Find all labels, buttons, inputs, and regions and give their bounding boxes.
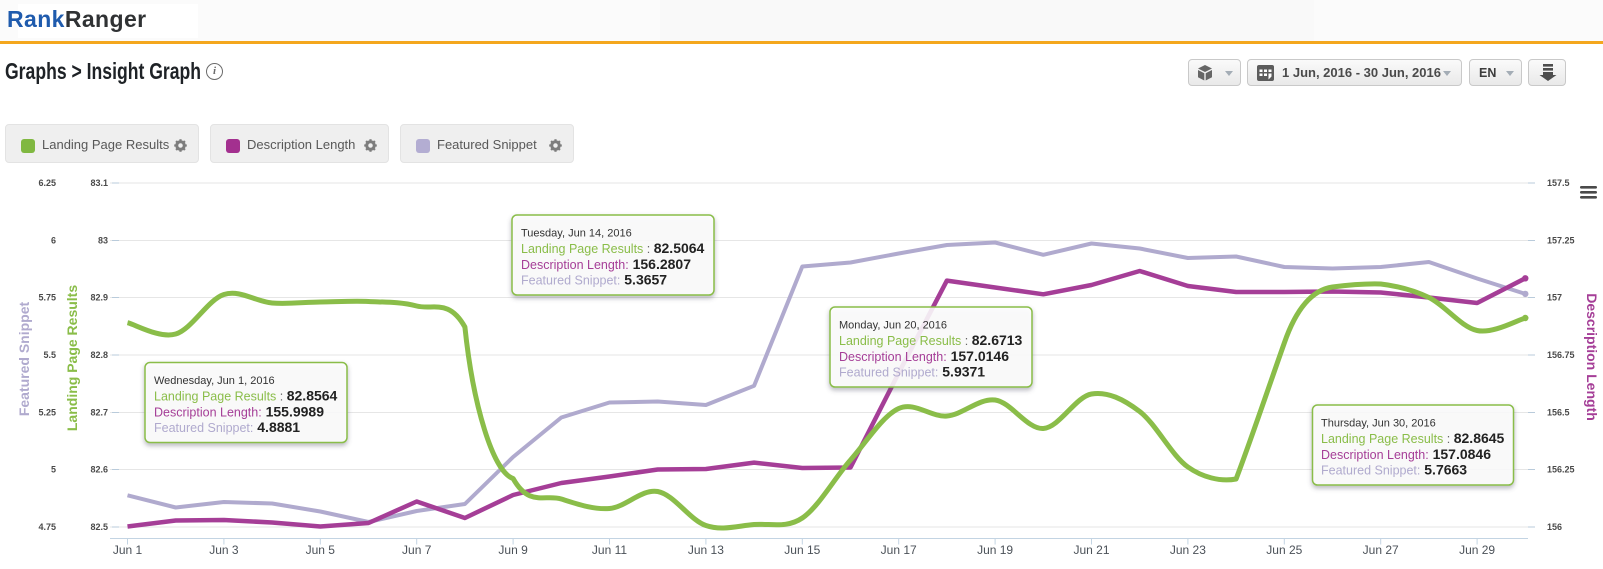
svg-text:Description Length: 157.0146: Description Length: 157.0146 (839, 348, 1009, 364)
svg-text:82.9: 82.9 (90, 293, 108, 303)
svg-text:Tuesday, Jun 14, 2016: Tuesday, Jun 14, 2016 (521, 228, 632, 240)
svg-text:Jun 27: Jun 27 (1363, 543, 1399, 557)
svg-text:5: 5 (51, 465, 56, 475)
svg-text:Jun 25: Jun 25 (1266, 543, 1302, 557)
svg-text:82.5: 82.5 (90, 522, 108, 532)
svg-text:5.25: 5.25 (38, 408, 56, 418)
svg-text:Description Length: 155.9989: Description Length: 155.9989 (154, 404, 324, 420)
svg-text:Featured Snippet: Featured Snippet (16, 301, 32, 416)
svg-text:Description Length: 156.2807: Description Length: 156.2807 (521, 256, 691, 272)
svg-text:Thursday, Jun 30, 2016: Thursday, Jun 30, 2016 (1321, 418, 1436, 430)
svg-text:156: 156 (1547, 522, 1562, 532)
svg-text:Jun 7: Jun 7 (402, 543, 432, 557)
svg-text:Jun 23: Jun 23 (1170, 543, 1206, 557)
svg-text:Jun 29: Jun 29 (1459, 543, 1495, 557)
svg-text:82.7: 82.7 (90, 408, 108, 418)
svg-text:83.1: 83.1 (90, 178, 108, 188)
svg-text:Jun 21: Jun 21 (1073, 543, 1109, 557)
svg-text:Featured Snippet: 5.7663: Featured Snippet: 5.7663 (1321, 462, 1467, 478)
svg-text:83: 83 (98, 236, 108, 246)
svg-text:Jun 15: Jun 15 (784, 543, 820, 557)
svg-text:156.25: 156.25 (1547, 465, 1575, 475)
svg-text:Jun 17: Jun 17 (881, 543, 917, 557)
svg-text:Featured Snippet: 4.8881: Featured Snippet: 4.8881 (154, 419, 300, 435)
svg-text:156.75: 156.75 (1547, 350, 1575, 360)
svg-text:Landing Page Results: Landing Page Results (64, 285, 80, 431)
svg-text:Jun 13: Jun 13 (688, 543, 724, 557)
svg-text:Jun 1: Jun 1 (113, 543, 143, 557)
svg-text:Description Length: Description Length (1584, 293, 1600, 421)
svg-text:Featured Snippet: 5.9371: Featured Snippet: 5.9371 (839, 364, 985, 380)
svg-text:Wednesday, Jun 1, 2016: Wednesday, Jun 1, 2016 (154, 375, 275, 387)
svg-text:Jun 19: Jun 19 (977, 543, 1013, 557)
svg-text:Featured Snippet: 5.3657: Featured Snippet: 5.3657 (521, 272, 667, 288)
svg-text:Monday, Jun 20, 2016: Monday, Jun 20, 2016 (839, 320, 947, 332)
svg-text:Landing Page Results : 82.6713: Landing Page Results : 82.6713 (839, 332, 1023, 348)
svg-text:82.6: 82.6 (90, 465, 108, 475)
svg-text:157.5: 157.5 (1547, 178, 1570, 188)
svg-text:Landing Page Results : 82.8645: Landing Page Results : 82.8645 (1321, 430, 1505, 446)
svg-text:5.75: 5.75 (38, 293, 56, 303)
svg-text:Landing Page Results : 82.5064: Landing Page Results : 82.5064 (521, 240, 705, 256)
svg-text:Jun 5: Jun 5 (306, 543, 336, 557)
svg-text:6.25: 6.25 (38, 178, 56, 188)
svg-text:156.5: 156.5 (1547, 408, 1570, 418)
svg-text:6: 6 (51, 236, 56, 246)
svg-text:Jun 11: Jun 11 (592, 543, 627, 557)
svg-text:Jun 3: Jun 3 (209, 543, 239, 557)
svg-text:Landing Page Results : 82.8564: Landing Page Results : 82.8564 (154, 388, 338, 404)
svg-text:4.75: 4.75 (38, 522, 56, 532)
svg-text:157.25: 157.25 (1547, 236, 1575, 246)
svg-text:5.5: 5.5 (43, 350, 56, 360)
svg-text:Description Length: 157.0846: Description Length: 157.0846 (1321, 446, 1491, 462)
svg-text:157: 157 (1547, 293, 1562, 303)
svg-text:82.8: 82.8 (90, 350, 108, 360)
svg-text:Jun 9: Jun 9 (498, 543, 528, 557)
